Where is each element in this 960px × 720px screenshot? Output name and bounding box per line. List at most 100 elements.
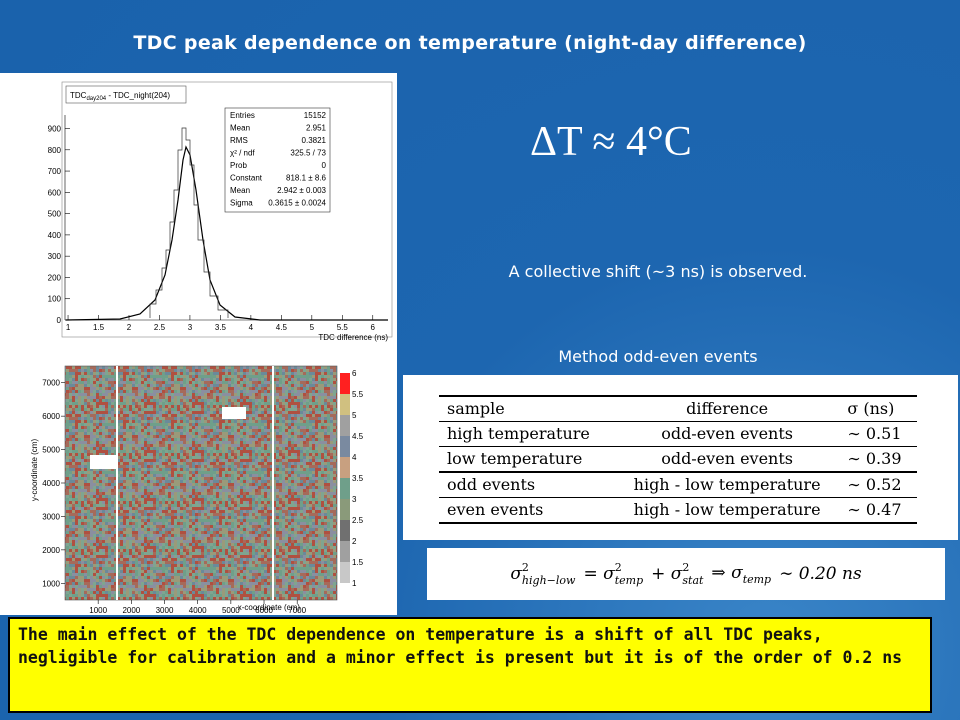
stat-label: Mean — [230, 186, 250, 195]
formula-part: 2 — [682, 561, 690, 574]
table-cell: ∼ 0.47 — [839, 497, 917, 524]
z-tick-label: 4.5 — [352, 432, 364, 441]
title-part: - TDC_night(204) — [106, 91, 170, 100]
x-tick-label: 2 — [127, 323, 132, 332]
x-tick-label: 2.5 — [154, 323, 166, 332]
occupancy-map — [64, 365, 338, 601]
table-cell: odd-even events — [614, 446, 840, 472]
z-tick-label: 3 — [352, 495, 357, 504]
table-row: odd events high - low temperature ∼ 0.52 — [439, 471, 917, 498]
stat-value: 0 — [322, 161, 327, 170]
formula-term: = σ2temp — [583, 561, 643, 587]
histogram-title-box — [65, 85, 187, 104]
z-tick-label: 6 — [352, 369, 357, 378]
histogram-outline — [149, 127, 229, 318]
results-table: sample difference σ (ns) high temperature od… — [439, 395, 917, 524]
x-tick-label: 2000 — [122, 606, 140, 615]
x-tick-label: 4 — [249, 323, 254, 332]
stat-label: Prob — [230, 161, 247, 170]
table-row: sample difference σ (ns) — [439, 395, 917, 422]
table-cell: ∼ 0.52 — [839, 471, 917, 498]
table-cell: high - low temperature — [614, 497, 840, 524]
formula-part: high−low — [521, 574, 576, 587]
color-step — [340, 562, 350, 583]
x-tick-label: 5000 — [222, 606, 240, 615]
formula-part: + σ — [651, 564, 683, 584]
y-axis-label: y-coordinate (cm) — [30, 439, 39, 502]
x-tick-label: 1000 — [89, 606, 107, 615]
z-tick-label: 5.5 — [352, 390, 364, 399]
table-cell: odd-even events — [661, 424, 793, 443]
color-step — [340, 394, 350, 415]
y-tick-label: 1000 — [42, 579, 60, 588]
x-axis-label: TDC difference (ns) — [318, 333, 388, 342]
y-tick-label: 6000 — [42, 412, 60, 421]
color-step — [340, 499, 350, 520]
note: A collective shift (~3 ns) is observed. — [508, 262, 808, 281]
y-tick-label: 500 — [48, 210, 62, 219]
formula-part: ∼ 0.20 ns — [779, 564, 862, 584]
stat-value: 0.3821 — [302, 136, 327, 145]
color-step — [340, 541, 350, 562]
stats-box — [224, 107, 331, 213]
table-cell: low temperature — [439, 446, 615, 472]
x-tick-label: 5 — [310, 323, 315, 332]
figures: TDCday204 - TDC_night(204) 1 1.5 2 2.5 3 3.5 4… — [30, 81, 393, 615]
note: Method odd-even events — [558, 347, 758, 366]
x-axis-label: x-coordinate (cm) — [238, 603, 301, 612]
color-step — [340, 478, 350, 499]
x-tick-label: 7000 — [288, 606, 306, 615]
stat-label: Entries — [230, 111, 255, 120]
y-tick-label: 200 — [48, 273, 62, 282]
formula-part: 2 — [614, 561, 622, 574]
x-tick-label: 5.5 — [337, 323, 349, 332]
stat-label: Mean — [230, 124, 250, 133]
table-row: even events high - low temperature ∼ 0.47 — [439, 497, 917, 524]
x-tick-label: 4.5 — [276, 323, 288, 332]
formula-part: stat — [682, 574, 704, 587]
table-cell: high temperature — [447, 424, 590, 443]
z-tick-label: 5 — [352, 411, 357, 420]
color-step — [340, 457, 350, 478]
y-tick-label: 600 — [48, 188, 62, 197]
formula-term: ⇒ σtemp — [711, 563, 771, 586]
x-tick-label: 3000 — [156, 606, 174, 615]
stat-value: 15152 — [304, 111, 327, 120]
x-tick-label: 1.5 — [93, 323, 105, 332]
y-tick-label: 2000 — [42, 546, 60, 555]
histogram-frame — [61, 81, 393, 338]
title-part: day204 — [86, 96, 106, 102]
table-cell: high - low temperature — [614, 471, 840, 498]
table-cell: ∼ 0.51 — [847, 424, 902, 443]
z-tick-label: 1 — [352, 579, 357, 588]
title-part: TDC — [70, 91, 87, 100]
y-tick-label: 300 — [48, 252, 62, 261]
z-tick-label: 4 — [352, 453, 357, 462]
table-cell: ∼ 0.39 — [839, 446, 917, 472]
delta-t: ΔT ≈ 4°C — [530, 119, 692, 165]
y-tick-label: 3000 — [42, 512, 60, 521]
color-step — [340, 415, 350, 436]
y-tick-label: 100 — [48, 295, 62, 304]
table-row: low temperature odd-even events ∼ 0.39 — [439, 446, 917, 472]
formula-part: ⇒ σ — [711, 562, 743, 583]
histogram-title: TDCday204 - TDC_night(204) — [70, 91, 170, 102]
table-cell: difference — [614, 395, 840, 422]
y-tick-label: 5000 — [42, 446, 60, 455]
x-tick-label: 6000 — [255, 606, 273, 615]
stat-label: χ² / ndf — [230, 149, 255, 158]
slide-title: TDC peak dependence on temperature (nigh… — [133, 32, 807, 54]
y-tick-label: 900 — [48, 125, 62, 134]
stat-label: RMS — [230, 136, 248, 145]
stat-value: 2.942 ± 0.003 — [277, 186, 326, 195]
table-cell: sample — [439, 395, 615, 422]
z-tick-label: 2.5 — [352, 516, 364, 525]
x-tick-label: 1 — [66, 323, 71, 332]
formula-part: 2 — [521, 561, 529, 574]
formula-part: = σ — [583, 564, 615, 584]
stat-value: 325.5 / 73 — [290, 149, 326, 158]
map-hole — [90, 455, 116, 469]
color-step — [340, 520, 350, 541]
stat-value: 2.951 — [306, 124, 327, 133]
